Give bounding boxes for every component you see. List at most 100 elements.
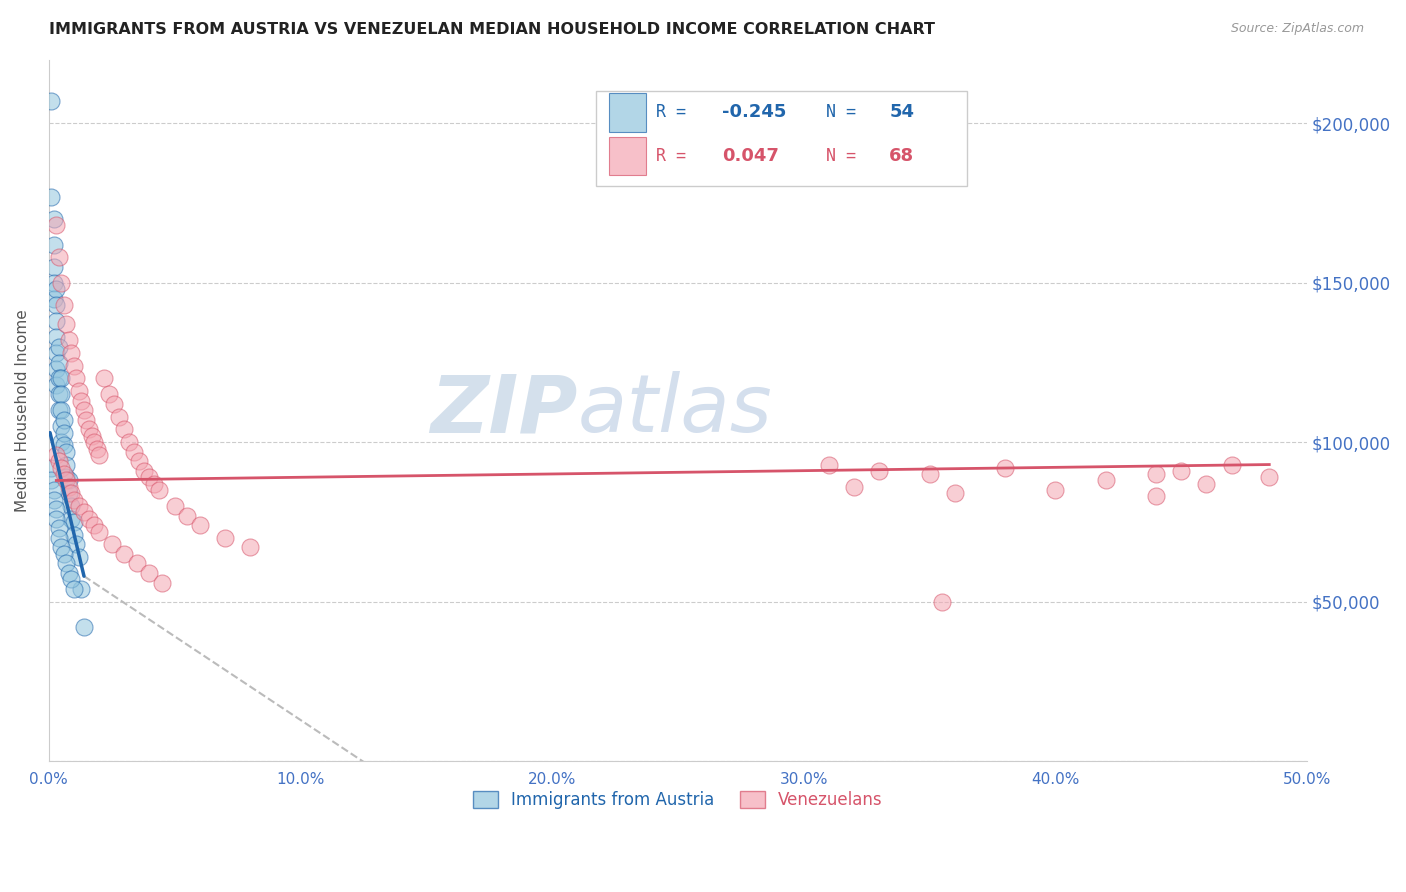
Point bbox=[63, 582, 86, 596]
Point bbox=[76, 413, 98, 427]
Point bbox=[842, 480, 865, 494]
Point bbox=[108, 409, 131, 424]
Point bbox=[65, 371, 87, 385]
FancyBboxPatch shape bbox=[596, 91, 967, 186]
Point bbox=[77, 512, 100, 526]
Point bbox=[103, 397, 125, 411]
Point bbox=[73, 620, 96, 634]
Point bbox=[112, 547, 135, 561]
Text: N =: N = bbox=[827, 103, 866, 121]
FancyBboxPatch shape bbox=[609, 136, 647, 176]
Point bbox=[80, 429, 103, 443]
Point bbox=[39, 190, 62, 204]
Point bbox=[214, 531, 236, 545]
Point bbox=[48, 403, 70, 417]
Text: R =: R = bbox=[657, 103, 696, 121]
Point bbox=[1144, 467, 1167, 482]
Text: Source: ZipAtlas.com: Source: ZipAtlas.com bbox=[1230, 22, 1364, 36]
Point bbox=[51, 387, 73, 401]
Point bbox=[63, 515, 86, 529]
Point bbox=[42, 276, 65, 290]
Point bbox=[138, 470, 160, 484]
Point bbox=[48, 521, 70, 535]
Point bbox=[42, 292, 65, 306]
Point bbox=[58, 480, 80, 494]
Point bbox=[42, 492, 65, 507]
Point bbox=[52, 547, 75, 561]
Point bbox=[188, 518, 211, 533]
Point bbox=[51, 276, 73, 290]
Point bbox=[52, 413, 75, 427]
Text: N =: N = bbox=[827, 146, 866, 165]
Point bbox=[818, 458, 841, 472]
Point bbox=[83, 435, 105, 450]
Point bbox=[51, 419, 73, 434]
Y-axis label: Median Household Income: Median Household Income bbox=[15, 309, 30, 512]
Point bbox=[45, 512, 67, 526]
Point bbox=[100, 537, 122, 551]
Point bbox=[1258, 470, 1281, 484]
Point bbox=[45, 219, 67, 233]
Point bbox=[65, 537, 87, 551]
Point bbox=[112, 422, 135, 436]
Point bbox=[83, 518, 105, 533]
Point bbox=[1045, 483, 1067, 497]
Point bbox=[39, 94, 62, 108]
Point bbox=[93, 371, 115, 385]
Point bbox=[51, 371, 73, 385]
Text: IMMIGRANTS FROM AUSTRIA VS VENEZUELAN MEDIAN HOUSEHOLD INCOME CORRELATION CHART: IMMIGRANTS FROM AUSTRIA VS VENEZUELAN ME… bbox=[49, 22, 935, 37]
Point bbox=[1170, 464, 1192, 478]
Point bbox=[128, 454, 150, 468]
Text: R =: R = bbox=[657, 146, 706, 165]
Point bbox=[70, 393, 93, 408]
Point bbox=[51, 435, 73, 450]
Point bbox=[1220, 458, 1243, 472]
Point bbox=[134, 464, 156, 478]
Point bbox=[918, 467, 941, 482]
Point bbox=[86, 442, 108, 456]
Point bbox=[58, 486, 80, 500]
Point bbox=[58, 566, 80, 580]
Point bbox=[138, 566, 160, 580]
Point bbox=[45, 330, 67, 344]
Point bbox=[52, 298, 75, 312]
FancyBboxPatch shape bbox=[609, 94, 647, 132]
Point bbox=[45, 502, 67, 516]
Point bbox=[55, 470, 77, 484]
Point bbox=[994, 460, 1017, 475]
Text: atlas: atlas bbox=[578, 371, 772, 450]
Point bbox=[58, 474, 80, 488]
Point bbox=[60, 346, 83, 360]
Point bbox=[52, 438, 75, 452]
Text: 54: 54 bbox=[889, 103, 914, 121]
Point bbox=[943, 486, 966, 500]
Point bbox=[48, 371, 70, 385]
Text: 68: 68 bbox=[889, 146, 914, 165]
Point bbox=[55, 557, 77, 571]
Point bbox=[1195, 476, 1218, 491]
Point bbox=[118, 435, 141, 450]
Point bbox=[45, 314, 67, 328]
Point bbox=[45, 377, 67, 392]
Point bbox=[77, 422, 100, 436]
Point bbox=[67, 499, 90, 513]
Point bbox=[55, 458, 77, 472]
Point bbox=[98, 387, 121, 401]
Point bbox=[42, 483, 65, 497]
Point bbox=[124, 444, 146, 458]
Text: -0.245: -0.245 bbox=[721, 103, 786, 121]
Point bbox=[45, 282, 67, 296]
Point bbox=[67, 549, 90, 564]
Point bbox=[63, 492, 86, 507]
Point bbox=[73, 505, 96, 519]
Point bbox=[55, 474, 77, 488]
Point bbox=[58, 333, 80, 347]
Point bbox=[42, 237, 65, 252]
Point bbox=[48, 531, 70, 545]
Point bbox=[48, 250, 70, 264]
Point bbox=[70, 582, 93, 596]
Point bbox=[39, 474, 62, 488]
Point bbox=[55, 318, 77, 332]
Point bbox=[52, 467, 75, 482]
Point bbox=[163, 499, 186, 513]
